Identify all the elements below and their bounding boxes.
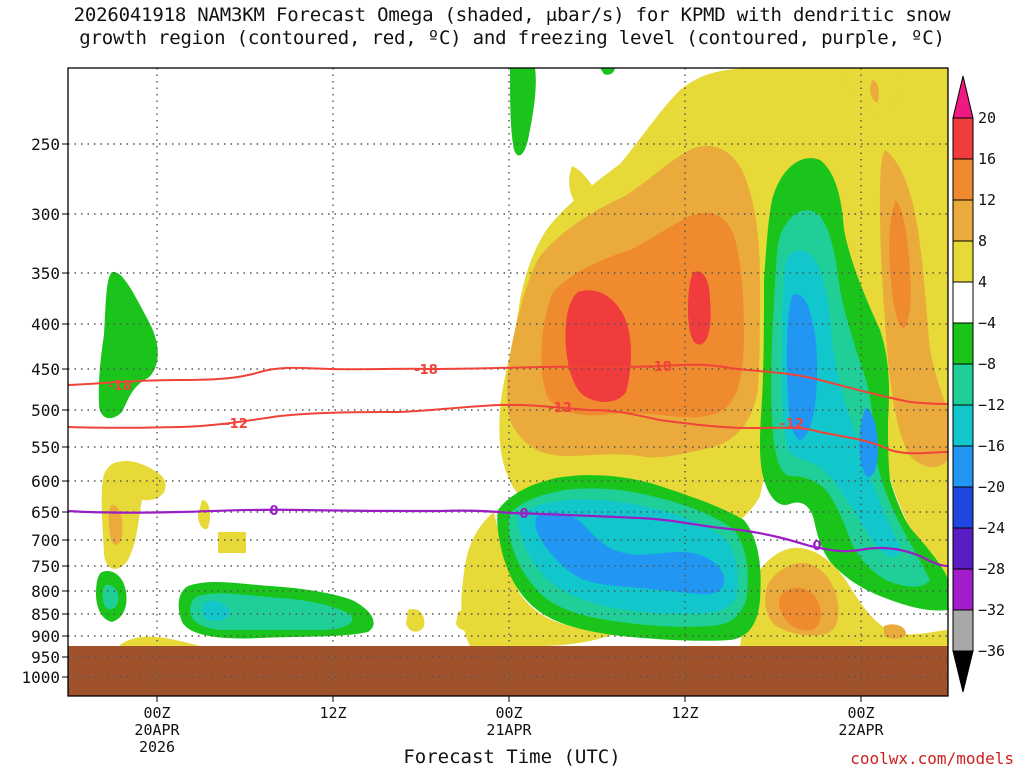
colorbar-bin-m20-m16	[952, 445, 974, 488]
contour-label-m18-b: -18	[414, 363, 438, 378]
xlabel-22apr: 22APR	[838, 721, 884, 739]
omega-region-right-blue	[786, 294, 818, 440]
ylabel-650: 650	[31, 503, 60, 522]
ylabel-1000: 1000	[21, 668, 60, 687]
omega-region-mid-cyan	[201, 600, 230, 621]
ylabel-350: 350	[31, 264, 60, 283]
contour-label-m12-a: -12	[224, 417, 248, 432]
omega-region-lower-blue	[535, 512, 725, 595]
colorbar-bin-neutral	[952, 281, 974, 324]
colorbar-label-20: 20	[978, 109, 996, 127]
colorbar-bin-m28-m24	[952, 527, 974, 570]
colorbar-label-m16: −16	[978, 437, 1005, 455]
ylabel-950: 950	[31, 648, 60, 667]
contour-label-m18-c: -18	[648, 360, 672, 375]
xlabel-2026: 2026	[139, 738, 175, 756]
colorbar: 20 16 12 8 4 −4 −8 −12 −16 −20 −24 −28 −…	[952, 75, 1005, 693]
source-credit: coolwx.com/models	[850, 749, 1014, 768]
ylabel-800: 800	[31, 582, 60, 601]
contour-minus18	[68, 363, 948, 405]
contour-minus12	[68, 403, 948, 455]
ylabel-250: 250	[31, 135, 60, 154]
x-axis-title: Forecast Time (UTC)	[403, 746, 621, 768]
colorbar-bin-m24-m20	[952, 486, 974, 529]
colorbar-bin-4-8	[952, 240, 974, 283]
colorbar-label-m28: −28	[978, 560, 1005, 578]
ylabel-300: 300	[31, 205, 60, 224]
ylabel-500: 500	[31, 401, 60, 420]
contour-label-m18-a: -18	[108, 379, 132, 394]
plot-border	[67, 67, 949, 697]
colorbar-bin-m12-m8	[952, 363, 974, 406]
omega-region-left-orange	[108, 505, 123, 545]
contour-label-0-b: 0	[519, 507, 528, 522]
xlabel-00z-20apr: 00Z	[143, 704, 170, 722]
ylabel-400: 400	[31, 315, 60, 334]
colorbar-label-m8: −8	[978, 355, 996, 373]
chart-title-line-1: 2026041918 NAM3KM Forecast Omega (shaded…	[73, 4, 951, 26]
omega-region-small-yellow-1	[198, 500, 210, 530]
colorbar-bin-8-12	[952, 199, 974, 242]
colorbar-label-m24: −24	[978, 519, 1005, 537]
omega-region-lower-blue-2	[678, 557, 706, 584]
xlabel-21apr: 21APR	[486, 721, 532, 739]
ylabel-900: 900	[31, 627, 60, 646]
omega-region-mid-teal	[190, 593, 353, 630]
colorbar-label-m4: −4	[978, 314, 996, 332]
xlabel-12z-21apr: 12Z	[671, 704, 698, 722]
ylabel-550: 550	[31, 438, 60, 457]
colorbar-label-16: 16	[978, 150, 996, 168]
colorbar-top-arrow	[952, 75, 974, 119]
colorbar-label-8: 8	[978, 232, 987, 250]
ylabel-850: 850	[31, 605, 60, 624]
omega-region-top-green-2	[600, 68, 615, 75]
omega-region-lowright-small-orange	[884, 624, 906, 639]
omega-region-small-yellow-2	[218, 532, 246, 553]
ground-fill	[68, 646, 948, 696]
chart-title-line-2: growth region (contoured, red, ºC) and f…	[79, 27, 945, 49]
colorbar-bottom-arrow	[952, 650, 974, 693]
colorbar-bin-m16-m12	[952, 404, 974, 447]
omega-region-right-top-lightorange	[870, 80, 879, 103]
xlabel-00z-21apr: 00Z	[495, 704, 522, 722]
colorbar-bin-m36-m32	[952, 609, 974, 652]
ylabel-750: 750	[31, 557, 60, 576]
ylabel-450: 450	[31, 360, 60, 379]
colorbar-bin-12-16	[952, 158, 974, 201]
ylabel-700: 700	[31, 531, 60, 550]
xlabel-00z-22apr: 00Z	[847, 704, 874, 722]
omega-region-upper-red-2	[688, 271, 711, 345]
omega-region-upper-yellow-2	[569, 166, 599, 210]
colorbar-label-m32: −32	[978, 601, 1005, 619]
contour-label-m12-b: -12	[548, 401, 572, 416]
colorbar-label-4: 4	[978, 273, 987, 291]
omega-region-top-green	[510, 68, 536, 156]
contour-label-m12-c: -12	[780, 417, 804, 432]
omega-region-lowright-orange	[779, 587, 821, 631]
xlabel-12z-20apr: 12Z	[319, 704, 346, 722]
colorbar-label-m12: −12	[978, 396, 1005, 414]
colorbar-label-m36: −36	[978, 642, 1005, 660]
contour-label-0-a: 0	[269, 504, 278, 519]
colorbar-bin-m32-m28	[952, 568, 974, 611]
contour-label-0-c: 0	[812, 539, 821, 554]
omega-region-right-orange	[889, 200, 911, 328]
colorbar-label-m20: −20	[978, 478, 1005, 496]
plot-area: -18 -18 -18 -12 -12 -12 0 0 0	[68, 68, 948, 696]
omega-region-upper-red-1	[565, 290, 631, 402]
xlabel-20apr: 20APR	[134, 721, 180, 739]
colorbar-label-12: 12	[978, 191, 996, 209]
ylabel-600: 600	[31, 472, 60, 491]
colorbar-bin-16-20	[952, 117, 974, 160]
contour-freezing-level	[68, 508, 948, 568]
colorbar-bin-m8-m4	[952, 322, 974, 365]
